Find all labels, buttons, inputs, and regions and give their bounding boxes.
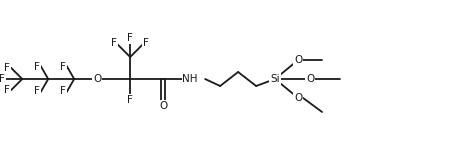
Text: F: F (127, 33, 133, 43)
Text: F: F (34, 62, 40, 72)
Text: O: O (93, 74, 101, 84)
Text: F: F (4, 63, 10, 73)
Text: O: O (294, 93, 302, 103)
Text: F: F (60, 62, 66, 72)
Text: Si: Si (270, 74, 280, 84)
Text: F: F (143, 38, 149, 48)
Text: F: F (111, 38, 117, 48)
Text: O: O (306, 74, 314, 84)
Text: O: O (294, 55, 302, 65)
Text: F: F (127, 95, 133, 105)
Text: NH: NH (182, 74, 198, 84)
Text: F: F (34, 86, 40, 96)
Text: F: F (60, 86, 66, 96)
Text: F: F (0, 74, 5, 84)
Text: F: F (4, 85, 10, 95)
Text: O: O (159, 101, 167, 111)
